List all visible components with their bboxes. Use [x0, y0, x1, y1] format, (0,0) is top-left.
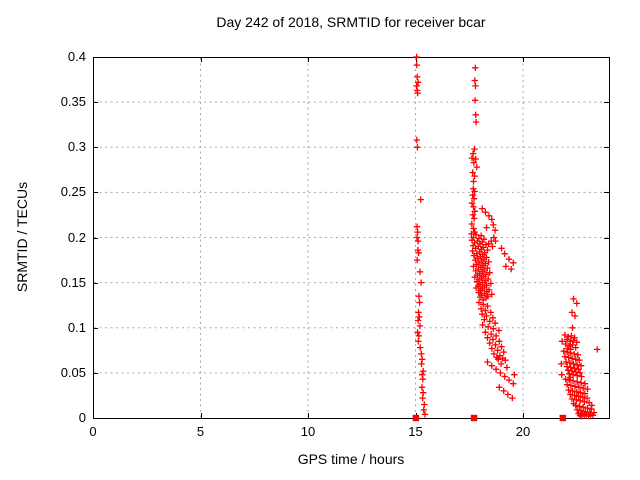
y-tick-label: 0.2	[67, 229, 86, 245]
x-tick-label: 10	[300, 424, 316, 439]
x-tick-label: 5	[196, 424, 205, 439]
y-tick-label: 0.35	[60, 94, 86, 110]
x-axis-label: GPS time / hours	[297, 451, 405, 467]
x-tick-label: 20	[515, 424, 531, 439]
x-tick-label: 15	[408, 424, 423, 439]
scatter-points-plus	[413, 53, 601, 420]
y-axis-label: SRMTID / TECUs	[14, 181, 30, 293]
scatter-point-square	[559, 414, 566, 422]
y-tick-label: 0.15	[60, 274, 86, 290]
scatter-point-square	[412, 414, 420, 422]
chart-title: Day 242 of 2018, SRMTID for receiver bca…	[216, 14, 486, 30]
y-tick-label: 0.1	[67, 319, 86, 335]
y-tick-label: 0.25	[60, 184, 86, 200]
plot-border	[93, 57, 610, 419]
y-tick-label: 0	[78, 410, 86, 425]
y-tick-label: 0.4	[67, 49, 86, 64]
y-tick-label: 0.05	[60, 364, 86, 380]
x-tick-label: 0	[89, 424, 97, 439]
scatter-point-square	[470, 414, 478, 422]
y-tick-label: 0.3	[67, 139, 86, 155]
